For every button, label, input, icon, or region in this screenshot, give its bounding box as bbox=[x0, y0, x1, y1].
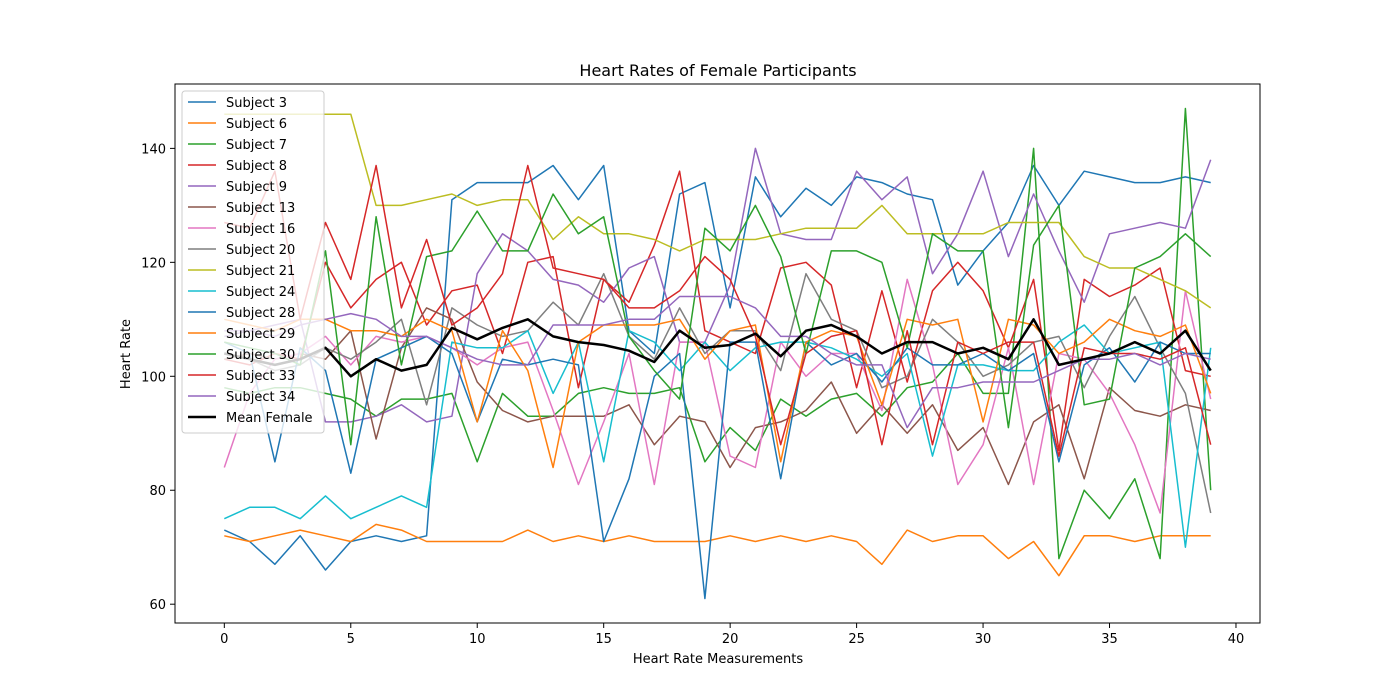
legend-label-subject-33: Subject 33 bbox=[226, 369, 295, 384]
plot-lines bbox=[223, 107, 1212, 600]
legend-label-subject-6: Subject 6 bbox=[226, 117, 287, 132]
x-axis: 0 5 10 15 20 25 30 35 40 bbox=[220, 623, 1244, 647]
y-axis: 60 80 100 120 140 bbox=[141, 142, 175, 613]
legend-label-subject-3: Subject 3 bbox=[226, 96, 287, 111]
legend-label-subject-28: Subject 28 bbox=[226, 306, 295, 321]
series-line-subject-28 bbox=[223, 335, 1211, 600]
y-axis-label: Heart Rate bbox=[119, 319, 134, 389]
legend-label-subject-30: Subject 30 bbox=[226, 348, 295, 363]
x-tick-label: 35 bbox=[1101, 632, 1118, 647]
series-line-mean-female bbox=[224, 318, 1212, 378]
legend-label-subject-24: Subject 24 bbox=[226, 285, 295, 300]
legend-label-subject-8: Subject 8 bbox=[226, 159, 287, 174]
y-tick-label: 100 bbox=[141, 370, 166, 385]
legend-label-subject-21: Subject 21 bbox=[226, 264, 295, 279]
series-line-subject-33 bbox=[224, 164, 1212, 457]
y-tick-label: 140 bbox=[141, 142, 166, 157]
series-line-subject-3 bbox=[223, 164, 1211, 571]
legend-label-subject-29: Subject 29 bbox=[226, 327, 295, 342]
legend-label-subject-13: Subject 13 bbox=[226, 201, 295, 216]
y-tick-label: 60 bbox=[149, 598, 166, 613]
y-tick-label: 120 bbox=[141, 256, 166, 271]
legend-label-subject-34: Subject 34 bbox=[226, 390, 295, 405]
x-tick-label: 30 bbox=[975, 632, 992, 647]
series-line-subject-6 bbox=[224, 523, 1211, 577]
x-tick-label: 15 bbox=[595, 632, 612, 647]
series-line-subject-30 bbox=[224, 193, 1212, 446]
x-tick-label: 25 bbox=[848, 632, 865, 647]
legend: Subject 3 Subject 6 Subject 7 Subject 8 Subj… bbox=[181, 90, 325, 434]
y-tick-label: 80 bbox=[149, 484, 166, 499]
x-tick-label: 0 bbox=[220, 632, 228, 647]
legend-box bbox=[181, 90, 325, 434]
plot-frame bbox=[174, 83, 1261, 624]
series-line-subject-16 bbox=[223, 278, 1212, 514]
x-tick-label: 40 bbox=[1228, 632, 1245, 647]
series-line-subject-13 bbox=[224, 307, 1211, 486]
x-tick-label: 5 bbox=[347, 632, 355, 647]
series-line-subject-34 bbox=[224, 295, 1211, 429]
legend-label-subject-16: Subject 16 bbox=[226, 222, 295, 237]
chart-title: Heart Rates of Female Participants bbox=[579, 61, 856, 80]
x-tick-label: 10 bbox=[469, 632, 486, 647]
legend-label-subject-9: Subject 9 bbox=[226, 180, 287, 195]
series-line-subject-8 bbox=[224, 170, 1211, 452]
legend-label-subject-7: Subject 7 bbox=[226, 138, 287, 153]
x-tick-label: 20 bbox=[722, 632, 739, 647]
series-line-subject-24 bbox=[223, 324, 1212, 548]
legend-label-mean-female: Mean Female bbox=[226, 411, 313, 426]
series-line-subject-29 bbox=[224, 318, 1212, 469]
legend-label-subject-20: Subject 20 bbox=[226, 243, 295, 258]
x-axis-label: Heart Rate Measurements bbox=[633, 652, 804, 667]
